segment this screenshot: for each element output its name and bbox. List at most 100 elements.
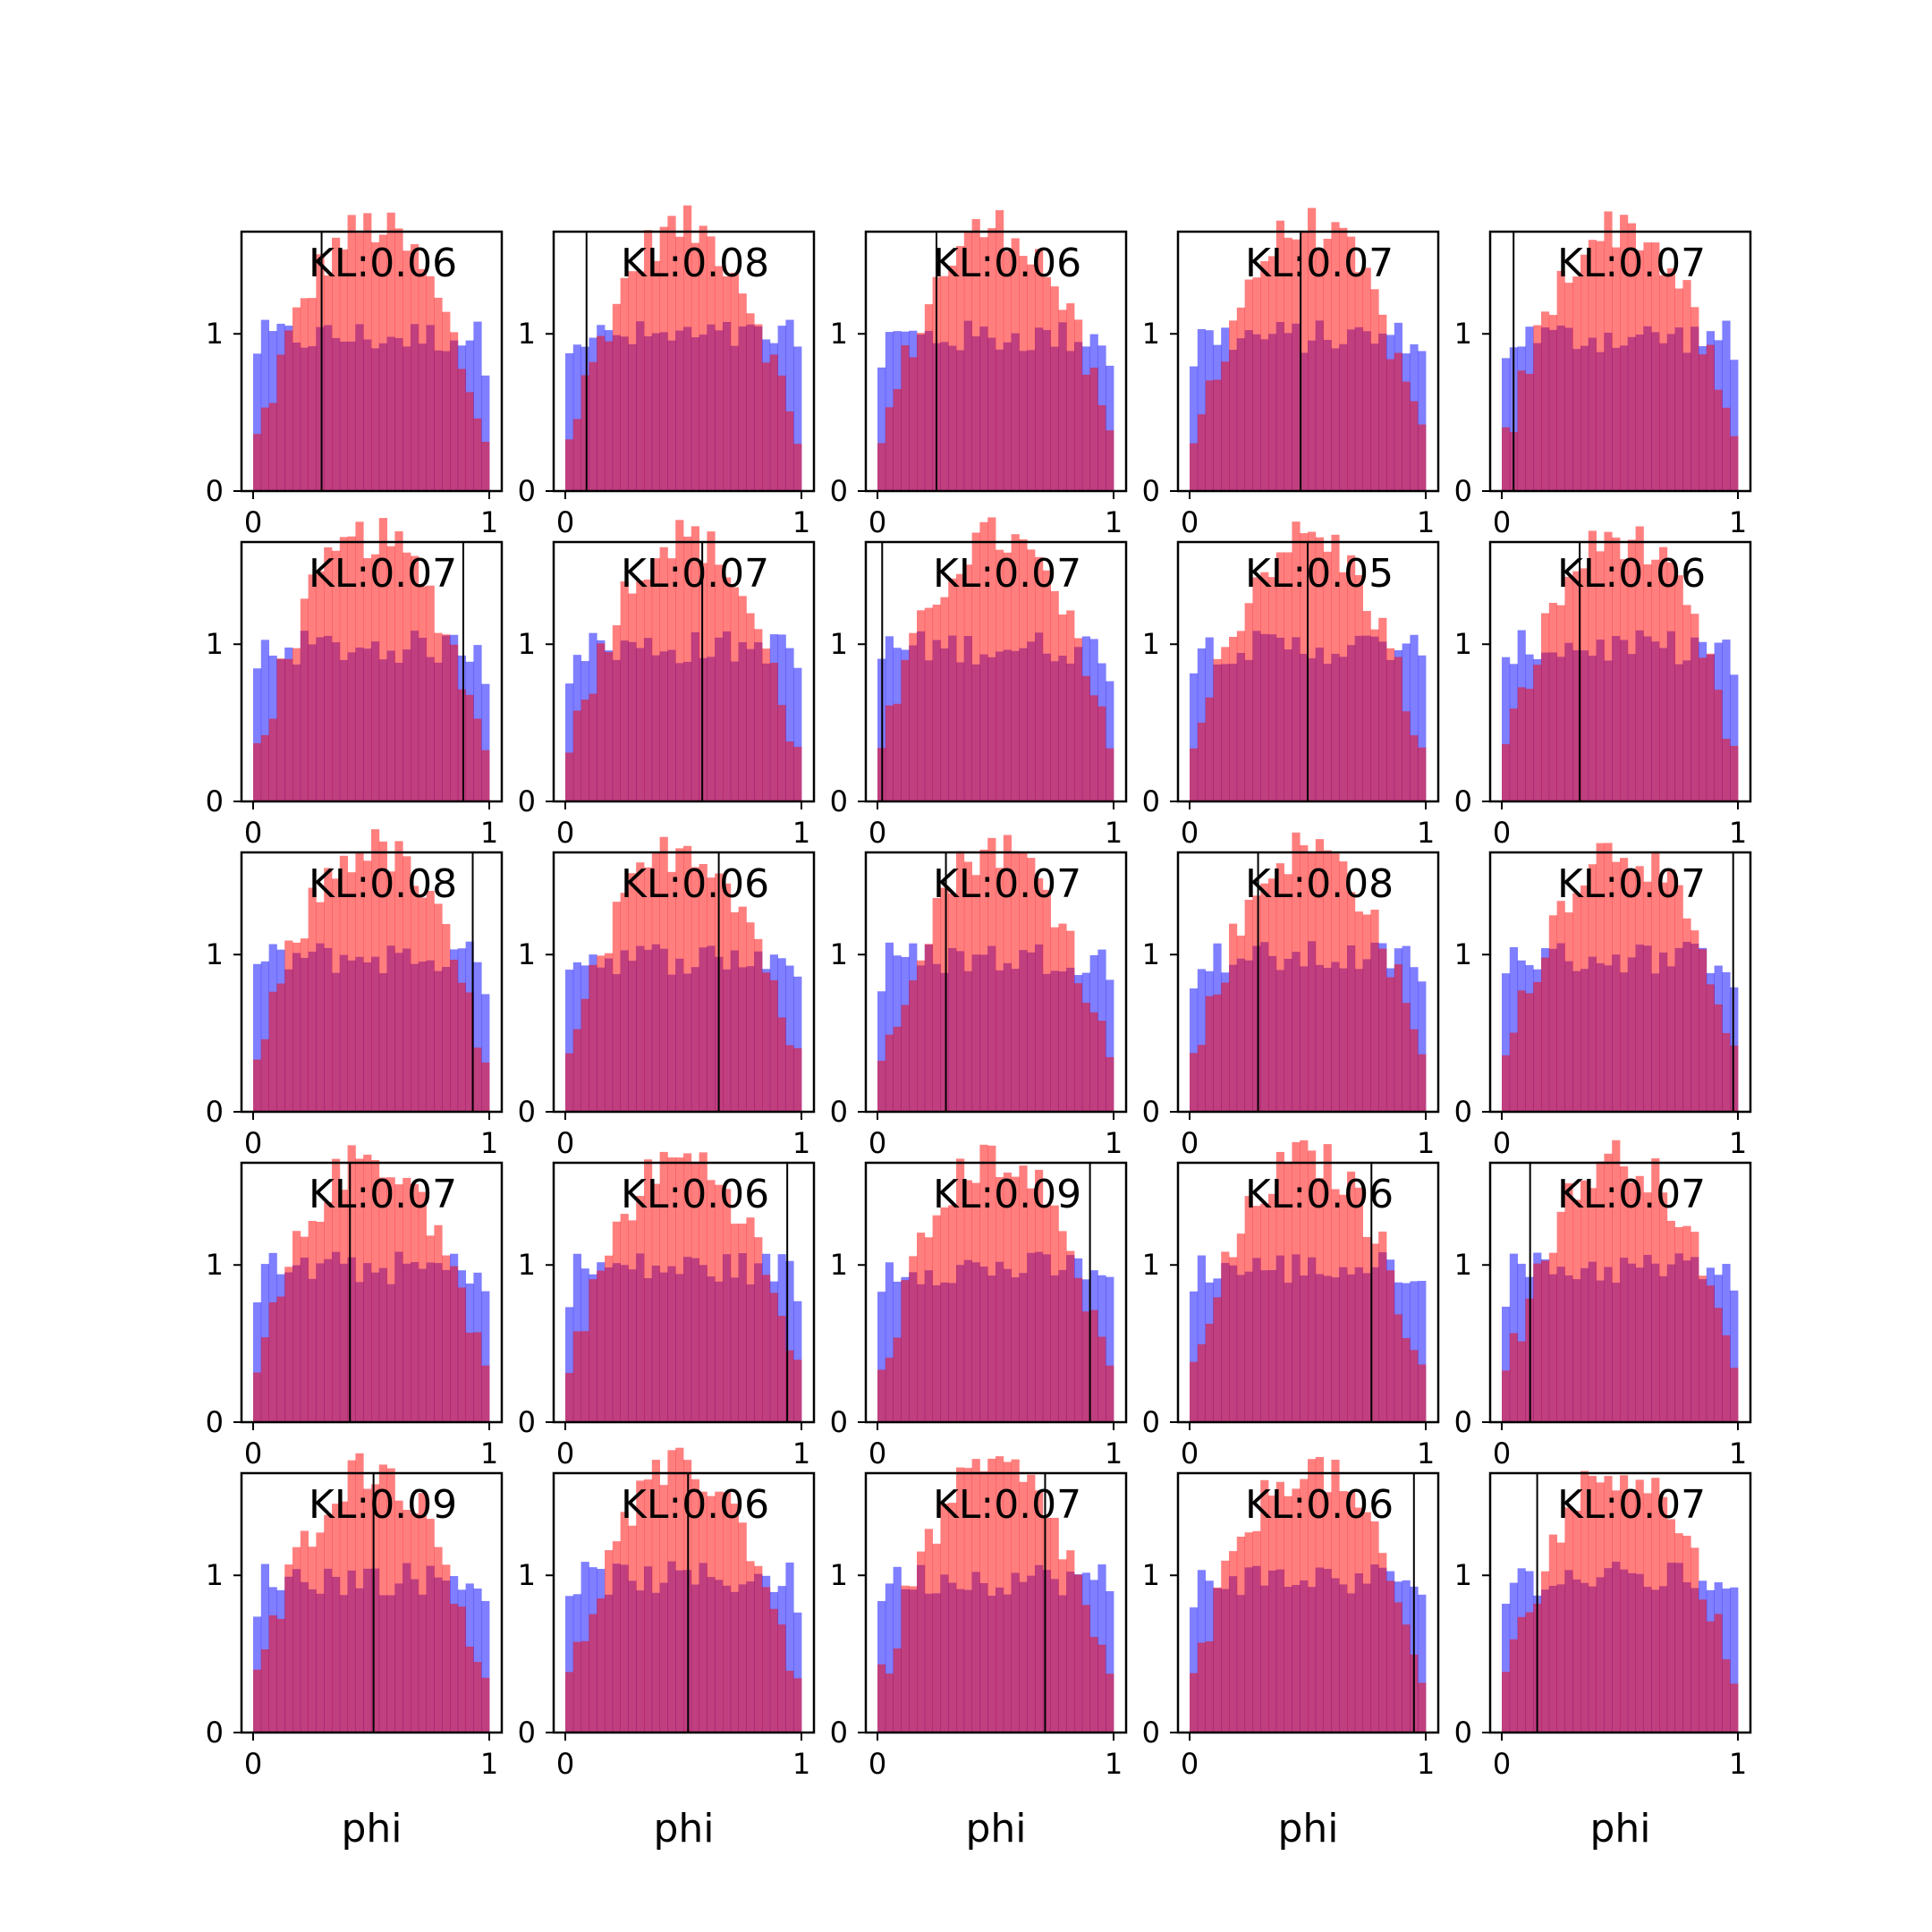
kl-annotation: KL:0.07 <box>933 1482 1081 1528</box>
y-tick-label: 1 <box>830 317 848 351</box>
histogram-bar-series-a <box>1722 640 1731 801</box>
histogram-bar-series-b <box>332 550 341 801</box>
histogram-bar-series-b <box>675 236 684 491</box>
histogram-bar-series-b <box>1074 319 1083 491</box>
y-tick-label: 0 <box>830 1095 848 1129</box>
histogram-bar-series-b <box>1260 1479 1269 1733</box>
histogram-bar-series-b <box>1635 250 1644 491</box>
histogram-bar-series-b <box>308 298 317 491</box>
histogram-bar-series-b <box>1682 1535 1691 1733</box>
histogram-bar-series-b <box>1066 1550 1075 1733</box>
histogram-bar-series-b <box>316 1221 325 1422</box>
histogram-bar-series-b <box>987 1145 996 1422</box>
histogram-bar-series-b <box>1347 236 1356 491</box>
histogram-bar-series-b <box>1089 1012 1098 1112</box>
histogram-bar-series-b <box>1635 1175 1644 1422</box>
histogram-bar-series-b <box>1394 1602 1402 1733</box>
x-tick-label: 1 <box>1105 1436 1123 1470</box>
histogram-bar-series-b <box>1339 572 1348 801</box>
histogram-bar-series-b <box>1308 531 1317 801</box>
histogram-bar-series-b <box>909 1586 918 1733</box>
histogram-bar-series-b <box>793 1360 802 1422</box>
histogram-bar-series-b <box>1556 1211 1565 1422</box>
histogram-bar-series-a <box>1197 328 1206 491</box>
histogram-bar-series-b <box>683 536 692 801</box>
histogram-bar-series-b <box>378 518 387 801</box>
histogram-bar-series-b <box>1378 948 1387 1112</box>
axes-frame <box>552 230 816 493</box>
histogram-bar-series-b <box>347 1145 356 1422</box>
histogram-bar-series-b <box>1635 526 1644 801</box>
histogram-bar-series-b <box>715 564 724 801</box>
histogram-bar-series-b <box>877 1369 886 1422</box>
histogram-bar-series-b <box>746 313 755 491</box>
histogram-bar-series-a <box>1418 351 1427 491</box>
histogram-bar-series-b <box>948 1205 957 1422</box>
kl-annotation: KL:0.09 <box>933 1172 1081 1217</box>
x-tick-label: 1 <box>1105 505 1123 539</box>
histogram-bar-series-b <box>963 1468 972 1733</box>
axes-frame <box>1488 1161 1752 1424</box>
histogram-bar-series-b <box>1252 895 1261 1112</box>
y-tick-label: 1 <box>1454 937 1472 971</box>
histogram-bar-series-b <box>996 549 1004 801</box>
histogram-bar-series-b <box>386 1177 395 1422</box>
histogram-bar-series-b <box>1659 547 1668 801</box>
histogram-bar-series-b <box>1197 1045 1206 1112</box>
histogram-bar-series-b <box>1394 352 1402 491</box>
histogram-bar-series-b <box>1386 1270 1395 1422</box>
histogram-bar-series-b <box>1229 1551 1238 1733</box>
histogram-bar-series-b <box>1362 611 1371 801</box>
histogram-bar-series-b <box>1042 276 1051 491</box>
histogram-bar-series-b <box>754 938 763 1112</box>
histogram-bar-series-b <box>316 571 325 801</box>
x-tick-label: 1 <box>792 505 810 539</box>
histogram-bar-series-b <box>1418 1682 1427 1733</box>
histogram-bar-series-b <box>667 558 676 801</box>
histogram-bar-series-b <box>730 1224 739 1422</box>
histogram-bar-series-b <box>893 1337 902 1422</box>
histogram-bar-series-b <box>308 1546 317 1733</box>
histogram-bar-series-b <box>636 1196 645 1422</box>
histogram-bar-series-a <box>565 970 574 1112</box>
histogram-bar-series-b <box>1556 1542 1565 1733</box>
histogram-bar-series-b <box>1300 1479 1309 1733</box>
histogram-bar-series-b <box>1548 1252 1557 1422</box>
histogram-bar-series-b <box>1315 1178 1324 1422</box>
histogram-bar-series-b <box>597 1598 606 1733</box>
histogram-bar-series-b <box>276 354 285 491</box>
histogram-bar-series-b <box>605 652 614 801</box>
histogram-bar-series-b <box>1097 1021 1106 1112</box>
y-tick-label: 1 <box>1454 627 1472 661</box>
histogram-bar-series-b <box>411 555 419 801</box>
x-tick-label: 0 <box>244 1436 262 1470</box>
histogram-bar-series-b <box>473 1662 482 1733</box>
histogram-bar-series-b <box>457 369 466 491</box>
histogram-bar-series-a <box>1418 1594 1427 1733</box>
histogram-bar-series-b <box>1308 852 1317 1112</box>
histogram-bar-series-b <box>442 1255 451 1422</box>
histogram-bar-series-b <box>1236 631 1245 801</box>
histogram-bar-series-b <box>1525 993 1534 1112</box>
histogram-bar-series-b <box>738 1224 747 1422</box>
histogram-bar-series-a <box>1106 365 1114 491</box>
histogram-bar-series-b <box>1564 1182 1573 1422</box>
histogram-bar-series-b <box>667 871 676 1112</box>
histogram-bar-series-b <box>284 658 293 801</box>
histogram-bar-series-b <box>1275 552 1284 801</box>
histogram-bar-series-b <box>971 875 980 1112</box>
histogram-bar-series-b <box>1066 303 1075 491</box>
histogram-bar-series-b <box>1714 1308 1723 1422</box>
histogram-bar-series-a <box>1502 973 1511 1112</box>
histogram-bar-series-b <box>1300 1140 1309 1422</box>
histogram-bar-series-b <box>1268 878 1277 1112</box>
x-tick-label: 0 <box>869 1126 886 1160</box>
histogram-bar-series-b <box>1394 964 1402 1112</box>
histogram-bar-series-b <box>956 246 965 491</box>
histogram-bar-series-b <box>442 1564 451 1733</box>
histogram-bar-series-a <box>253 668 262 801</box>
histogram-bar-series-b <box>1666 1220 1675 1422</box>
histogram-bar-series-b <box>1244 899 1253 1112</box>
histogram-bar-series-a <box>473 321 482 491</box>
histogram-bar-series-b <box>1019 852 1028 1112</box>
